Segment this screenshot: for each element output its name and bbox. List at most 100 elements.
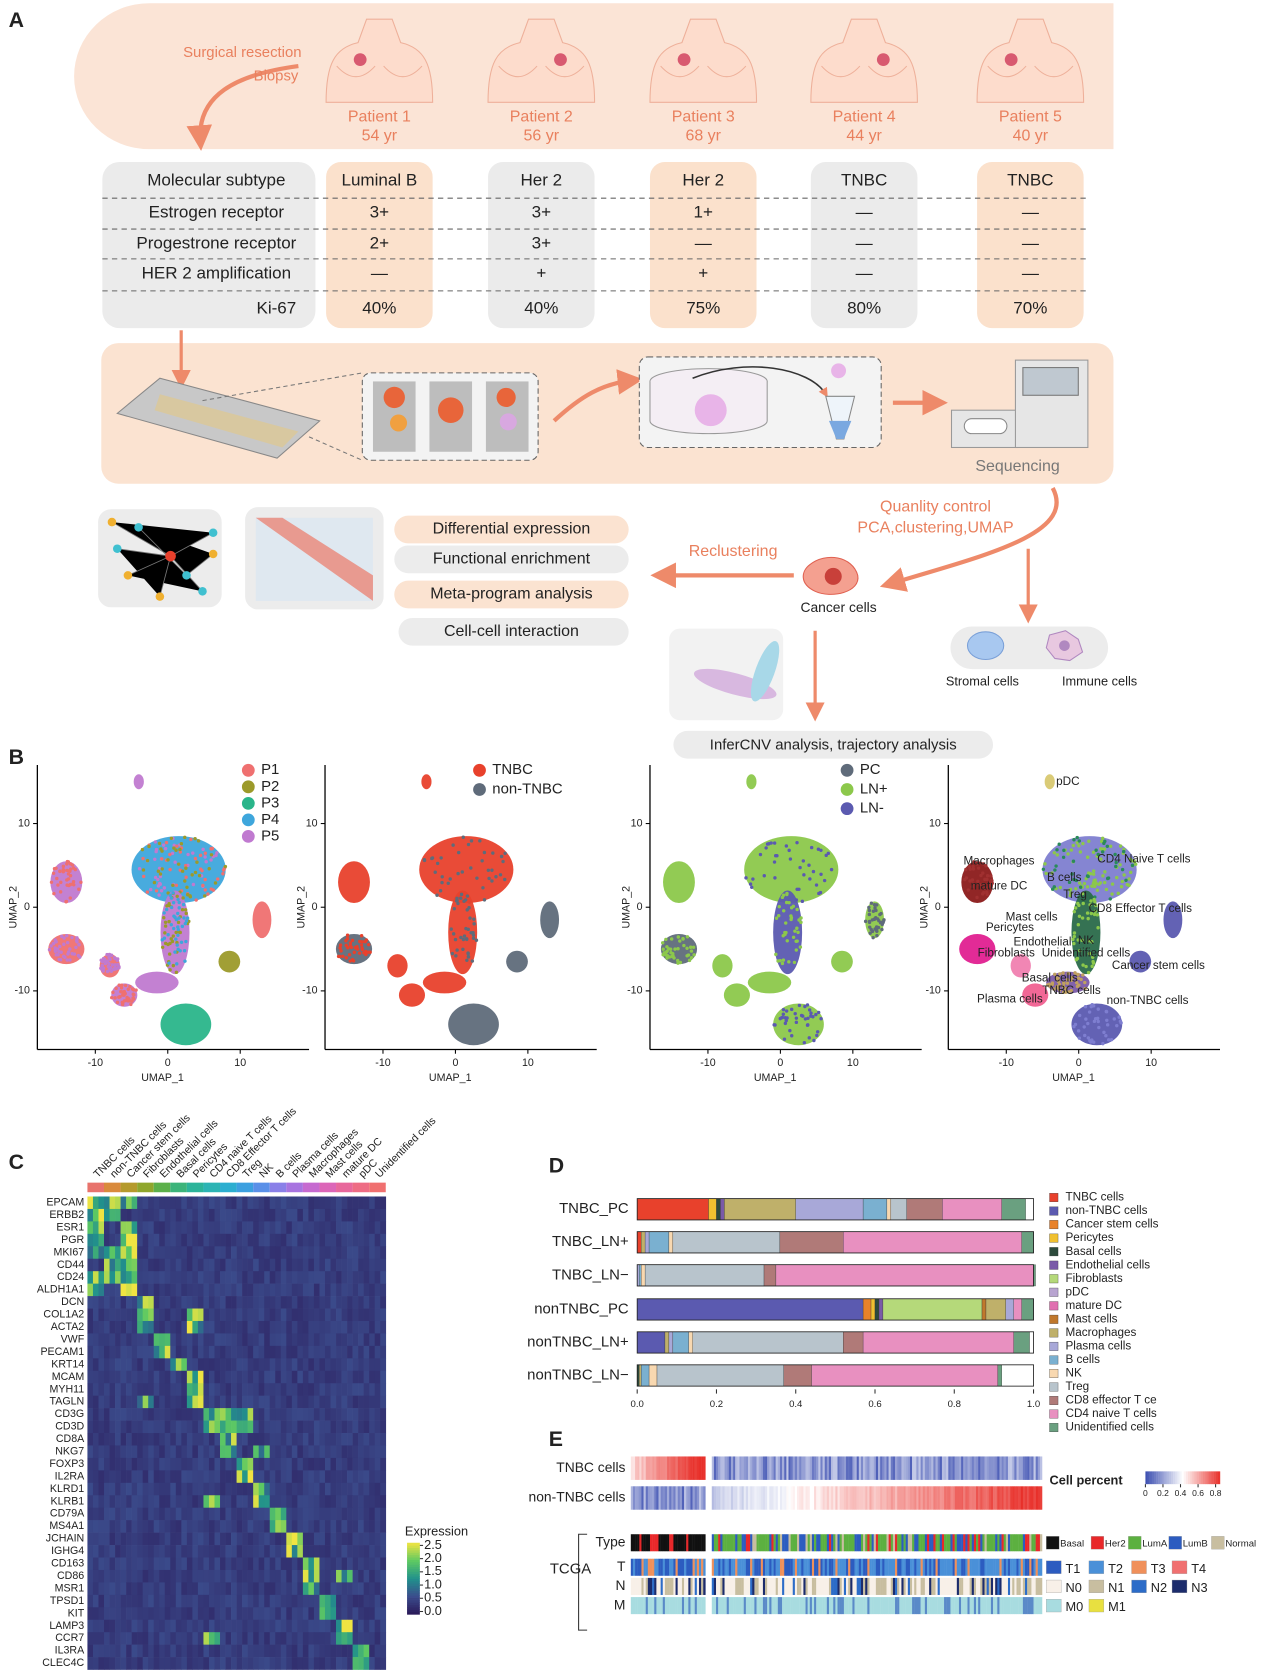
strip-cell (658, 1558, 661, 1576)
column-color (203, 1182, 221, 1193)
heat-cell (175, 1233, 182, 1247)
heat-cell (291, 1657, 298, 1670)
colorbar-step (407, 1597, 420, 1601)
colorbar-label: 1.5 (424, 1563, 442, 1578)
heat-cell (142, 1545, 149, 1558)
cell-dot (469, 839, 474, 843)
heat-cell (341, 1358, 348, 1372)
heat-cell (153, 1619, 160, 1633)
heat-cell (236, 1271, 243, 1284)
heat-cell (92, 1457, 99, 1471)
cell-dot (872, 903, 877, 907)
heat-cell (302, 1482, 309, 1496)
heat-cell (264, 1370, 271, 1384)
strip-cell (1025, 1456, 1028, 1480)
strip-cell (690, 1456, 693, 1480)
strip-cell (905, 1597, 909, 1615)
heat-cell (275, 1507, 282, 1521)
heat-cell (286, 1308, 293, 1322)
heat-cell (313, 1333, 320, 1347)
heat-cell (341, 1246, 348, 1260)
heat-cell (214, 1408, 221, 1421)
heat-cell (336, 1507, 342, 1521)
heat-cell (131, 1296, 138, 1309)
strip-cell (854, 1534, 857, 1552)
cell-dot (468, 916, 472, 920)
heat-cell (109, 1345, 116, 1359)
heat-cell (319, 1420, 326, 1434)
strip-cell (903, 1558, 906, 1576)
strip-cell (978, 1534, 981, 1552)
cell-dot (178, 850, 183, 854)
strip-cell (978, 1577, 981, 1595)
heat-cell (142, 1246, 149, 1260)
heat-cell (197, 1495, 204, 1509)
cell-dot (1118, 844, 1123, 848)
heat-cell (324, 1644, 331, 1658)
heat-cell (214, 1320, 221, 1334)
gene-label: IGHG4 (51, 1545, 84, 1557)
cluster (506, 950, 528, 973)
strip-cell (990, 1486, 994, 1510)
heat-cell (137, 1657, 143, 1670)
heat-cell (330, 1632, 337, 1645)
heat-cell (347, 1196, 353, 1210)
cell-dot (780, 1016, 784, 1020)
gene-label: DCN (61, 1296, 84, 1308)
heat-cell (286, 1221, 293, 1235)
strip-cell (963, 1486, 966, 1510)
strip-cell (1016, 1558, 1019, 1576)
strip-cell (767, 1577, 770, 1595)
legend-swatch (1131, 1579, 1147, 1593)
heat-cell (126, 1657, 132, 1670)
legend-label: LumB (1183, 1538, 1208, 1549)
cell-dot (364, 949, 368, 954)
heat-cell (126, 1308, 132, 1322)
strip-cell (679, 1534, 683, 1552)
cell-dot (782, 1037, 787, 1041)
strip-cell (954, 1534, 958, 1552)
strip-cell (854, 1486, 857, 1510)
legend-label: P3 (261, 795, 279, 811)
cell-dot (981, 862, 986, 866)
heat-cell (197, 1296, 204, 1309)
heat-cell (308, 1632, 315, 1645)
cell-dot (803, 1017, 808, 1021)
strip-cell (735, 1577, 738, 1595)
heat-cell (131, 1221, 138, 1235)
cell-dot (347, 953, 352, 957)
heat-cell (153, 1644, 160, 1658)
strip-cell (771, 1534, 774, 1552)
strip-cell (967, 1577, 970, 1595)
heat-cell (220, 1358, 226, 1372)
strip-cell (730, 1486, 734, 1510)
heat-cell (308, 1408, 315, 1421)
heat-cell (203, 1557, 210, 1571)
heat-cell (247, 1296, 254, 1309)
strip-cell (1039, 1456, 1043, 1480)
strip-cell (805, 1597, 808, 1615)
heat-cell (164, 1644, 171, 1658)
cell-dot (682, 943, 686, 948)
strip-cell (641, 1534, 644, 1552)
strip-cell (703, 1486, 706, 1510)
heat-cell (192, 1258, 199, 1272)
gene-label: ALDH1A1 (37, 1284, 84, 1296)
heat-cell (258, 1520, 265, 1533)
strip-cell (654, 1597, 657, 1615)
torso (487, 18, 596, 103)
cell-dot (676, 947, 680, 951)
heat-cell (159, 1619, 166, 1633)
strip-cell (990, 1597, 994, 1615)
heat-cell (253, 1308, 260, 1322)
label: Patient 2 (510, 108, 573, 125)
cell-dot (117, 983, 121, 987)
strip-cell (841, 1558, 845, 1576)
strip-cell (694, 1456, 698, 1480)
cell-dot (501, 859, 505, 864)
strip-cell (839, 1577, 842, 1595)
strip-cell (635, 1558, 638, 1576)
strip-cell (692, 1577, 695, 1595)
heat-cell (164, 1445, 171, 1459)
strip-cell (701, 1577, 704, 1595)
